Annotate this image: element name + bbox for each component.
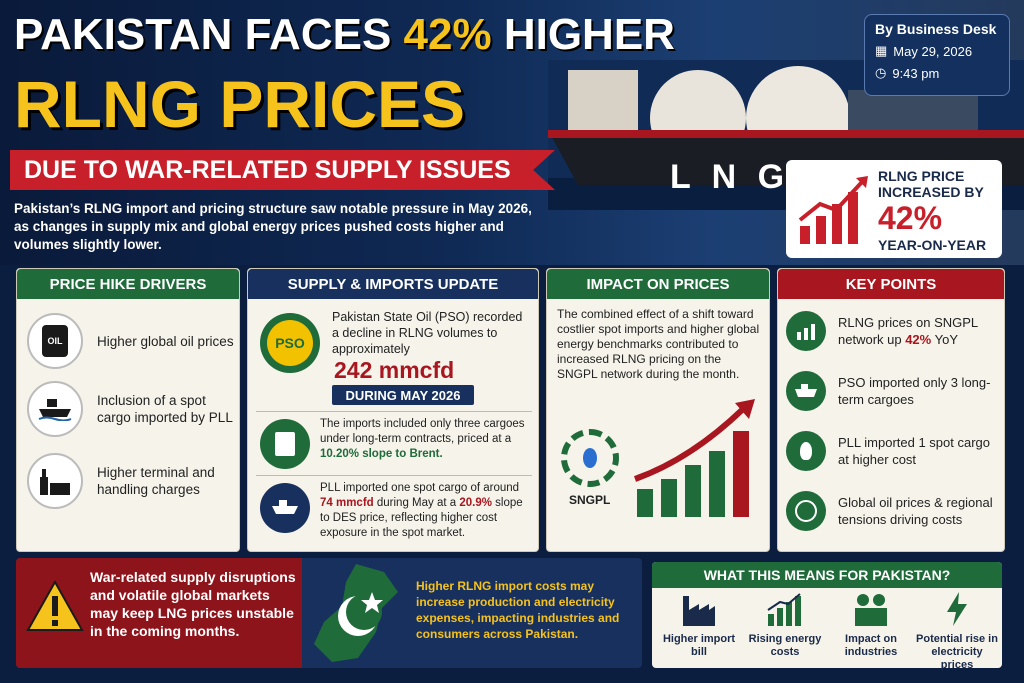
- rising-bar-chart-icon: [633, 399, 755, 517]
- intro-text: Pakistan’s RLNG import and pricing struc…: [14, 201, 532, 252]
- people-icon: [855, 594, 887, 626]
- ship-lng-label: L N G: [670, 158, 791, 196]
- pakistan-note: Higher RLNG import costs may increase pr…: [416, 579, 620, 641]
- pso-period: DURING MAY 2026: [332, 385, 474, 405]
- key-point-text: PSO imported only 3 long-term cargoes: [838, 375, 991, 407]
- impact-item-import-bill: Higher import bill: [656, 592, 742, 659]
- price-hike-drivers-panel: PRICE HIKE DRIVERS OIL Higher global oil…: [16, 268, 240, 552]
- sngpl-label: SNGPL: [569, 493, 611, 507]
- driver-label: Higher terminal and handling charges: [97, 465, 215, 497]
- what-this-means-panel: WHAT THIS MEANS FOR PAKISTAN? Higher imp…: [652, 562, 1002, 671]
- flame-icon: [786, 431, 826, 471]
- driver-item: Higher terminal and handling charges: [27, 453, 239, 509]
- what-means-title: WHAT THIS MEANS FOR PAKISTAN?: [652, 562, 1002, 588]
- driver-label: Inclusion of a spot cargo imported by PL…: [97, 393, 233, 425]
- spot-cargo-ship-icon: [260, 483, 310, 533]
- key-point-item: PSO imported only 3 long-term cargoes: [786, 371, 996, 411]
- impact-title: IMPACT ON PRICES: [547, 269, 769, 299]
- terminal-facility-icon: [27, 453, 83, 509]
- impact-item-electricity: Potential rise in electricity prices: [914, 592, 1000, 672]
- bottom-banner: War-related supply disruptions and volat…: [16, 558, 642, 668]
- byline-time: 9:43 pm: [892, 65, 940, 81]
- warning-text: War-related supply disruptions and volat…: [90, 569, 296, 639]
- key-point-item: RLNG prices on SNGPL network up 42% YoY: [786, 311, 996, 351]
- price-increase-box: RLNG PRICE INCREASED BY 42% YEAR-ON-YEAR: [786, 160, 1002, 258]
- driver-item: OIL Higher global oil prices: [27, 313, 234, 369]
- calendar-icon: ▦: [875, 43, 888, 58]
- impact-item-industries: Impact on industries: [828, 592, 914, 659]
- globe-icon: [786, 491, 826, 531]
- ship-icon: [786, 371, 826, 411]
- key-points-title: KEY POINTS: [778, 269, 1004, 299]
- clock-icon: ◷: [875, 65, 887, 80]
- impact-item-energy-costs: Rising energy costs: [742, 592, 828, 659]
- byline-author: By Business Desk: [875, 21, 997, 37]
- driver-label: Higher global oil prices: [97, 333, 234, 349]
- key-point-text: RLNG prices on SNGPL network up 42% YoY: [838, 315, 978, 347]
- pso-text: Pakistan State Oil (PSO) recorded a decl…: [332, 310, 523, 356]
- byline-box: By Business Desk ▦ May 29, 2026 ◷ 9:43 pm: [864, 14, 1010, 96]
- pll-text: PLL imported one spot cargo of around 74…: [320, 482, 523, 539]
- hero-banner: L N G PAKISTAN FACES 42% HIGHER RLNG PRI…: [0, 0, 1024, 265]
- supply-imports-panel: SUPPLY & IMPORTS UPDATE PSO Pakistan Sta…: [247, 268, 539, 552]
- supply-title: SUPPLY & IMPORTS UPDATE: [248, 269, 538, 299]
- headline-line2: RLNG PRICES: [14, 67, 466, 141]
- factory-icon: [683, 596, 715, 626]
- price-box-suffix: YEAR-ON-YEAR: [878, 237, 987, 253]
- byline-date: May 29, 2026: [893, 43, 973, 59]
- key-point-item: Global oil prices & regional tensions dr…: [786, 491, 996, 531]
- key-point-item: PLL imported 1 spot cargo at higher cost: [786, 431, 996, 471]
- cargo-ship-icon: [27, 381, 83, 437]
- contract-text: The imports included only three cargoes …: [320, 418, 525, 460]
- oil-barrel-icon: OIL: [27, 313, 83, 369]
- pakistan-map-icon: [314, 564, 398, 662]
- chart-up-icon: [786, 311, 826, 351]
- rising-graph-icon: [767, 593, 801, 626]
- key-point-text: PLL imported 1 spot cargo at higher cost: [838, 435, 990, 467]
- key-point-text: Global oil prices & regional tensions dr…: [838, 495, 993, 527]
- driver-item: Inclusion of a spot cargo imported by PL…: [27, 381, 239, 437]
- headline-ribbon: DUE TO WAR-RELATED SUPPLY ISSUES: [10, 150, 555, 190]
- price-box-value: 42%: [878, 200, 943, 236]
- headline-line1: PAKISTAN FACES 42% HIGHER: [14, 10, 675, 59]
- lightning-bolt-icon: [947, 592, 967, 626]
- pso-logo: PSO: [260, 313, 320, 373]
- drivers-title: PRICE HIKE DRIVERS: [17, 269, 239, 299]
- sngpl-logo: [561, 429, 619, 487]
- pso-volume: 242 mmcfd: [334, 357, 455, 383]
- key-points-panel: KEY POINTS RLNG prices on SNGPL network …: [777, 268, 1005, 552]
- price-box-label: RLNG PRICE INCREASED BY: [878, 168, 984, 200]
- impact-text: The combined effect of a shift toward co…: [557, 307, 760, 381]
- contract-document-icon: [260, 419, 310, 469]
- warning-icon: [26, 580, 84, 631]
- rising-chart-icon: [798, 176, 868, 244]
- impact-on-prices-panel: IMPACT ON PRICES The combined effect of …: [546, 268, 770, 552]
